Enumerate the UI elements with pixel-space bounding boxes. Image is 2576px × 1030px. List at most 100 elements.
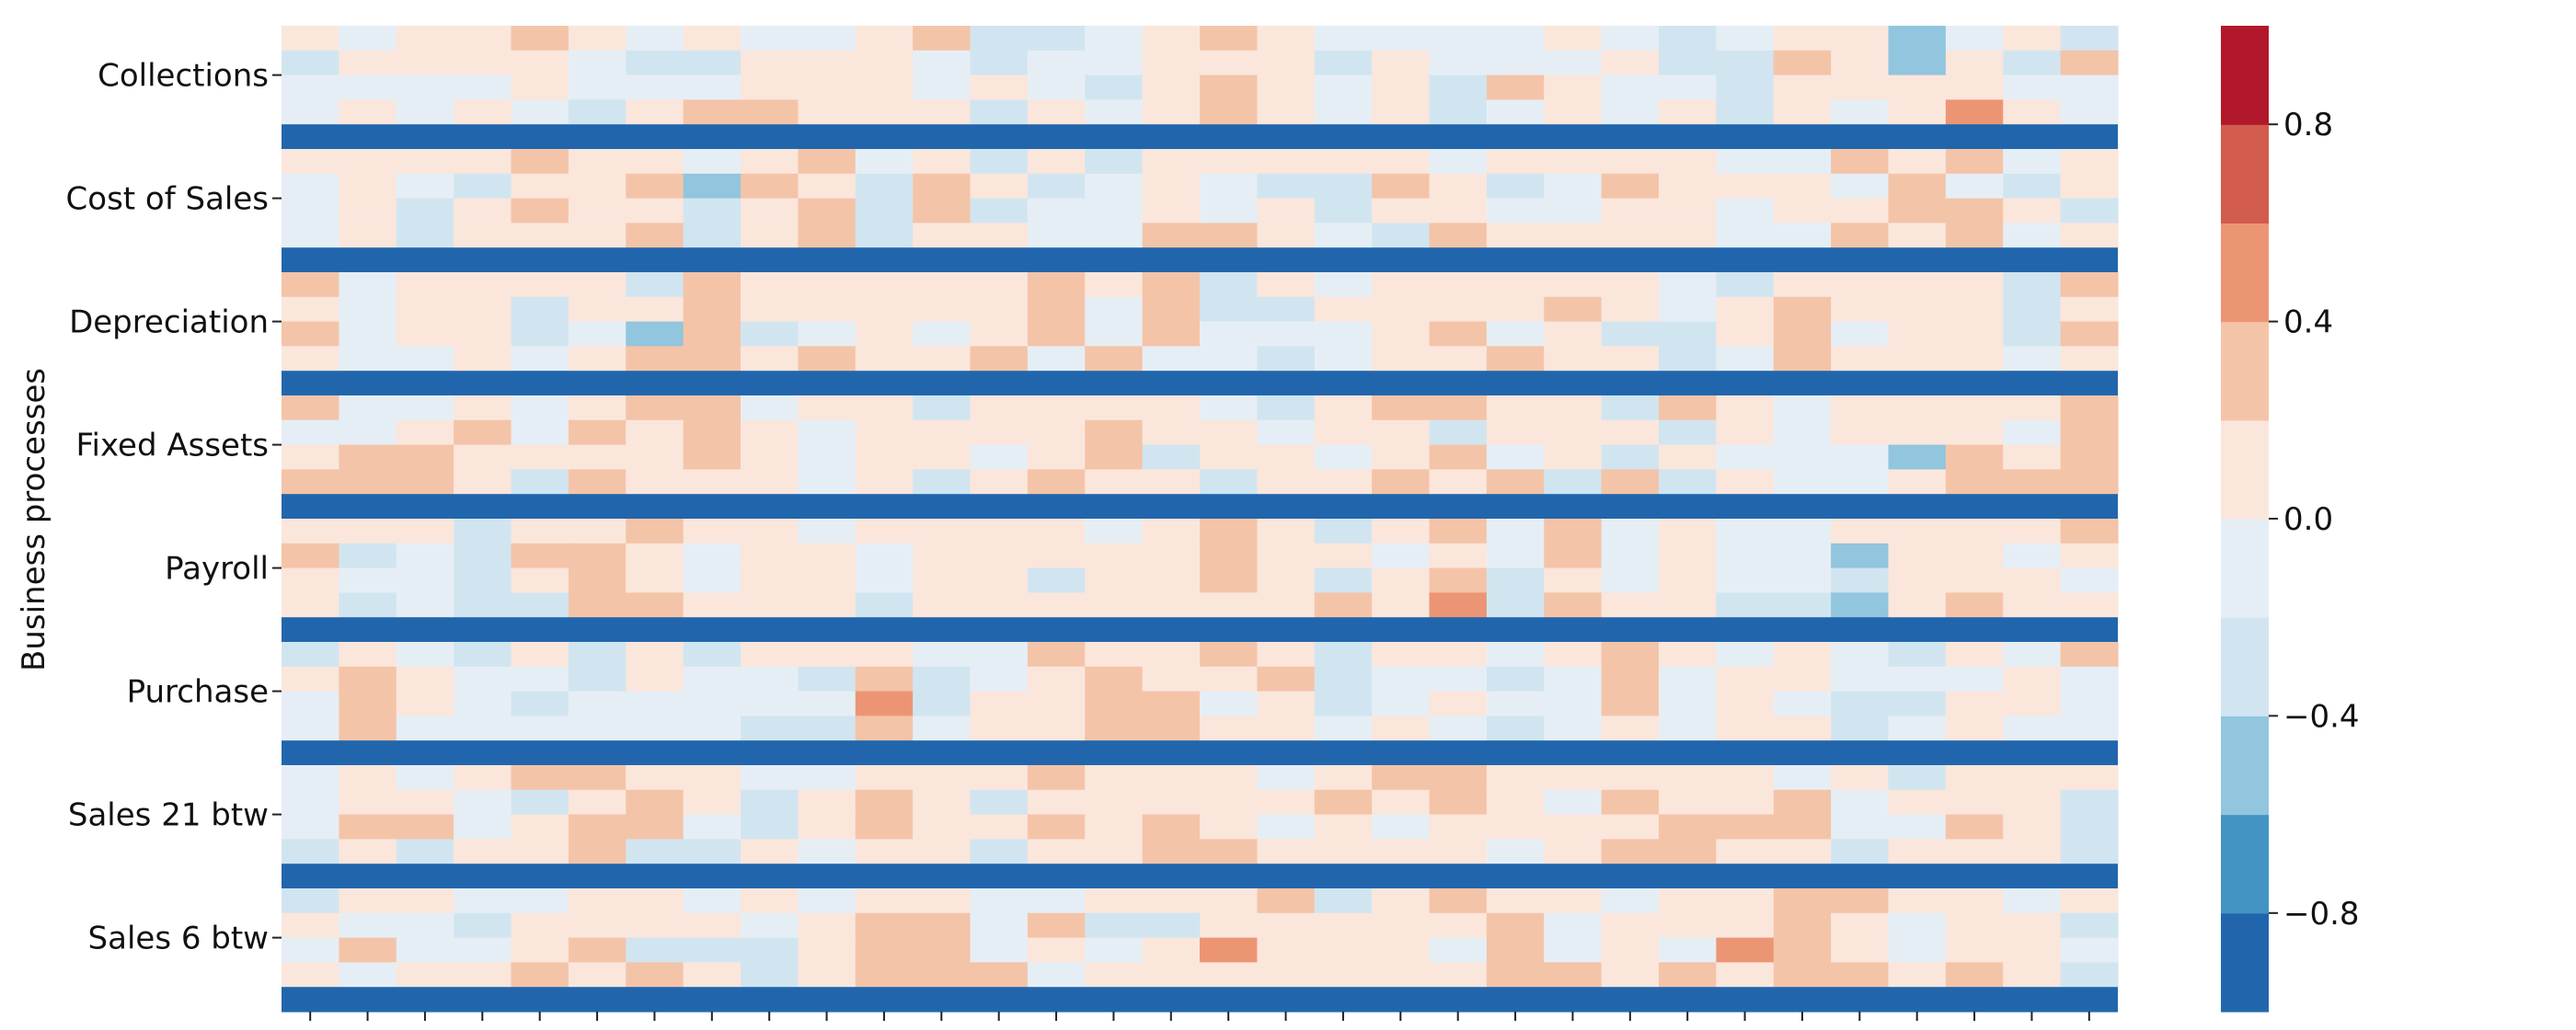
- heatmap-cell: [282, 296, 339, 323]
- heatmap-cell: [1659, 839, 1717, 864]
- heatmap-cell: [1429, 223, 1488, 248]
- heatmap-cell: [1372, 74, 1431, 100]
- colorbar-segment: [2221, 26, 2269, 125]
- heatmap-cell: [1888, 296, 1947, 323]
- heatmap-cell: [2003, 642, 2062, 668]
- heatmap-cell: [1831, 691, 1890, 716]
- group-separator-row: [282, 494, 2118, 520]
- heatmap-cell: [798, 888, 857, 914]
- heatmap-cell: [396, 74, 454, 100]
- heatmap-cell: [1888, 666, 1947, 692]
- heatmap-cell: [855, 691, 914, 716]
- heatmap-cell: [511, 567, 569, 593]
- heatmap-cell: [1716, 519, 1775, 544]
- heatmap-cell: [855, 839, 914, 864]
- heatmap-cell: [1831, 666, 1890, 692]
- heatmap-cell: [339, 346, 397, 372]
- heatmap-cell: [1027, 814, 1086, 840]
- heatmap-cell: [1085, 519, 1144, 544]
- heatmap-cell: [339, 395, 397, 421]
- heatmap-cell: [1372, 395, 1431, 421]
- heatmap-cell: [1831, 715, 1890, 741]
- heatmap-cell: [511, 444, 569, 470]
- heatmap-cell: [2060, 912, 2119, 939]
- heatmap-cell: [1372, 691, 1431, 716]
- heatmap-cell: [1200, 592, 1258, 618]
- heatmap-cell: [1486, 814, 1545, 840]
- heatmap-cell: [683, 715, 742, 741]
- heatmap-cell: [1601, 789, 1660, 816]
- heatmap-cell: [2060, 223, 2119, 248]
- heatmap-cell: [1372, 296, 1431, 323]
- heatmap-cell: [1142, 543, 1201, 569]
- heatmap-cell: [1200, 469, 1258, 495]
- heatmap-cell: [798, 592, 857, 618]
- heatmap-cell: [683, 519, 742, 544]
- heatmap-cell: [1544, 543, 1603, 569]
- heatmap-cell: [626, 839, 684, 864]
- heatmap-cell: [1314, 912, 1373, 939]
- heatmap-cell: [511, 543, 569, 569]
- heatmap-cell: [1544, 296, 1603, 323]
- heatmap-cell: [1085, 592, 1144, 618]
- colorbar-segment: [2221, 321, 2269, 421]
- heatmap-cell: [1773, 223, 1832, 248]
- heatmap-cell: [1027, 839, 1086, 864]
- heatmap-cell: [1372, 888, 1431, 914]
- heatmap-cell: [1142, 50, 1201, 76]
- heatmap-cell: [1314, 74, 1373, 100]
- heatmap-cell: [913, 419, 972, 446]
- heatmap-cell: [568, 519, 627, 544]
- heatmap-cell: [1773, 321, 1832, 347]
- heatmap-cell: [1831, 223, 1890, 248]
- heatmap-cell: [1027, 567, 1086, 593]
- heatmap-cell: [1314, 691, 1373, 716]
- heatmap-cell: [1314, 814, 1373, 840]
- heatmap-cell: [855, 543, 914, 569]
- heatmap-cell: [339, 839, 397, 864]
- heatmap-cell: [396, 789, 454, 816]
- heatmap-cell: [1716, 296, 1775, 323]
- heatmap-cell: [1372, 321, 1431, 347]
- heatmap-cell: [396, 765, 454, 791]
- heatmap-cell: [511, 173, 569, 200]
- heatmap-cell: [568, 814, 627, 840]
- heatmap-cell: [1659, 592, 1717, 618]
- heatmap-cell: [1429, 296, 1488, 323]
- heatmap-cell: [1888, 962, 1947, 988]
- heatmap-cell: [1486, 666, 1545, 692]
- heatmap-cell: [396, 715, 454, 741]
- heatmap-cell: [1659, 962, 1717, 988]
- y-axis-label: Business processes: [16, 368, 52, 671]
- heatmap-cell: [396, 198, 454, 223]
- heatmap-cell: [1429, 814, 1488, 840]
- heatmap-cell: [396, 395, 454, 421]
- heatmap-cell: [1085, 912, 1144, 939]
- heatmap-cell: [1716, 74, 1775, 100]
- heatmap-cell: [339, 223, 397, 248]
- heatmap-cell: [511, 469, 569, 495]
- heatmap-cell: [1257, 567, 1316, 593]
- heatmap-cell: [1027, 888, 1086, 914]
- heatmap-cell: [1429, 519, 1488, 544]
- heatmap-cell: [1027, 789, 1086, 816]
- heatmap-cell: [1314, 346, 1373, 372]
- heatmap-cell: [282, 198, 339, 223]
- heatmap-cell: [798, 395, 857, 421]
- heatmap-cell: [1314, 592, 1373, 618]
- heatmap-cell: [2060, 888, 2119, 914]
- heatmap-cell: [1773, 519, 1832, 544]
- heatmap-cell: [626, 469, 684, 495]
- heatmap-cell: [798, 814, 857, 840]
- heatmap-cell: [1429, 962, 1488, 988]
- heatmap-cell: [2060, 26, 2119, 52]
- heatmap-cell: [1142, 962, 1201, 988]
- heatmap-cell: [1544, 567, 1603, 593]
- heatmap-cell: [1200, 99, 1258, 125]
- heatmap-cell: [454, 149, 512, 175]
- y-tick-label: Depreciation: [69, 304, 269, 341]
- heatmap-cell: [1486, 444, 1545, 470]
- heatmap-cell: [1773, 395, 1832, 421]
- heatmap-cell: [798, 715, 857, 741]
- heatmap-cell: [1659, 149, 1717, 175]
